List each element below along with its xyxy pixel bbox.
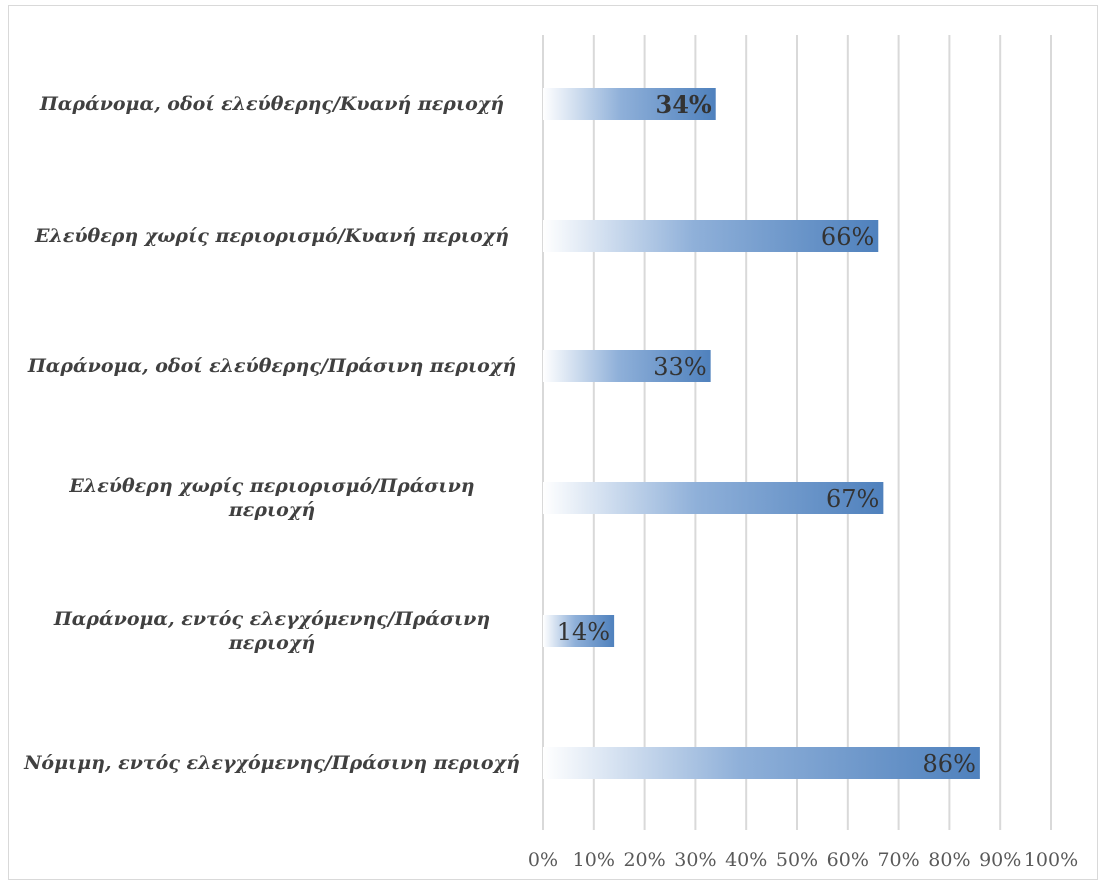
data-labels: 34% 66% 33% 67% 14% 86% <box>557 90 976 778</box>
x-tick-label: 90% <box>979 849 1021 871</box>
bars <box>543 88 980 779</box>
bar <box>543 615 615 647</box>
x-tick-label: 0% <box>528 849 558 871</box>
x-tick-labels: 0% 10% 20% 30% 40% 50% 60% 70% 80% 90% 100% <box>528 849 1078 871</box>
x-tick-label: 10% <box>573 849 615 871</box>
data-label: 67% <box>826 485 879 513</box>
data-label: 86% <box>923 750 976 778</box>
category-label: Παράνομα, οδοί ελεύθερης/Κυανή περιοχή <box>39 93 504 115</box>
category-label: Νόμιμη, εντός ελεγχόμενης/Πράσινη περιοχ… <box>23 752 520 774</box>
category-label: Παράνομα, εντός ελεγχόμενης/Πράσινη περιο… <box>53 608 490 654</box>
bar <box>543 747 980 779</box>
x-tick-label: 40% <box>725 849 767 871</box>
gridlines <box>542 35 1052 830</box>
bar <box>543 88 716 120</box>
x-tick-label: 70% <box>877 849 919 871</box>
bar <box>543 482 884 514</box>
x-tick-label: 100% <box>1024 849 1078 871</box>
x-tick-label: 80% <box>928 849 970 871</box>
data-label: 14% <box>557 618 610 646</box>
category-label: Ελεύθερη χωρίς περιορισμό/Πράσινη περιοχή <box>68 475 474 521</box>
x-tick-label: 30% <box>674 849 716 871</box>
category-labels: Παράνομα, οδοί ελεύθερης/Κυανή περιοχή Ελ… <box>23 93 520 774</box>
data-label: 33% <box>653 353 706 381</box>
x-tick-label: 50% <box>776 849 818 871</box>
data-label: 66% <box>821 223 874 251</box>
category-label: Ελεύθερη χωρίς περιορισμό/Κυανή περιοχή <box>34 225 509 247</box>
bar <box>543 350 711 382</box>
chart-frame <box>8 5 1098 880</box>
data-label: 34% <box>656 90 712 119</box>
category-label: Παράνομα, οδοί ελεύθερης/Πράσινη περιοχή <box>27 355 516 377</box>
x-tick-label: 20% <box>623 849 665 871</box>
bar <box>543 220 879 252</box>
x-tick-label: 60% <box>827 849 869 871</box>
